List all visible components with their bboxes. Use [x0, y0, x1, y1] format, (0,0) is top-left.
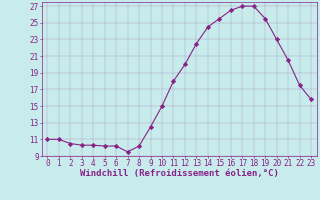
- X-axis label: Windchill (Refroidissement éolien,°C): Windchill (Refroidissement éolien,°C): [80, 169, 279, 178]
